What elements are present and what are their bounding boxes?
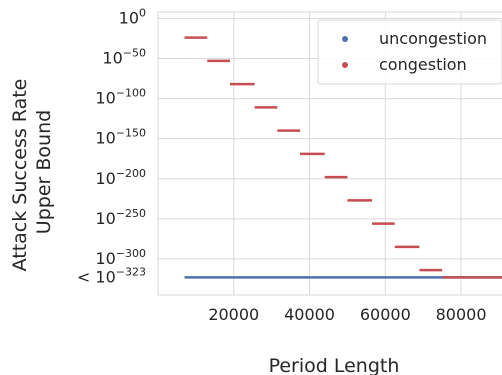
x-tick-label: 60000 xyxy=(360,305,411,324)
legend-marker-congestion xyxy=(342,62,348,68)
y-tick-label: 10−150 xyxy=(95,127,146,148)
y-tick-label: 10−300 xyxy=(95,247,146,268)
x-tick-labels: 20000 40000 60000 80000 xyxy=(208,305,486,324)
legend-label-uncongestion: uncongestion xyxy=(379,29,487,48)
y-tick-label: 10−100 xyxy=(95,87,146,108)
legend-marker-uncongestion xyxy=(342,36,348,42)
legend: uncongestion congestion xyxy=(317,19,502,85)
series-layer xyxy=(184,36,502,279)
series-congestion xyxy=(184,36,502,279)
y-tick-label: < 10−323 xyxy=(77,265,146,286)
legend-box xyxy=(317,19,502,85)
x-tick-label: 20000 xyxy=(208,305,259,324)
y-tick-label: 10−250 xyxy=(95,207,146,228)
y-tick-label: 10−50 xyxy=(102,46,146,67)
y-tick-label: 100 xyxy=(119,6,146,27)
x-axis-label: Period Length xyxy=(269,355,400,375)
y-axis-label-line-1: Attack Success Rate xyxy=(9,79,31,272)
y-axis-label: Attack Success Rate Upper Bound xyxy=(9,73,55,272)
y-axis-label-line-2: Upper Bound xyxy=(33,110,55,234)
x-tick-label: 80000 xyxy=(436,305,487,324)
legend-label-congestion: congestion xyxy=(379,55,467,74)
y-tick-labels: 100 10−50 10−100 10−150 10−200 10−250 10−300< … xyxy=(77,6,146,286)
x-tick-label: 40000 xyxy=(284,305,335,324)
y-tick-label: 10−200 xyxy=(95,167,146,188)
